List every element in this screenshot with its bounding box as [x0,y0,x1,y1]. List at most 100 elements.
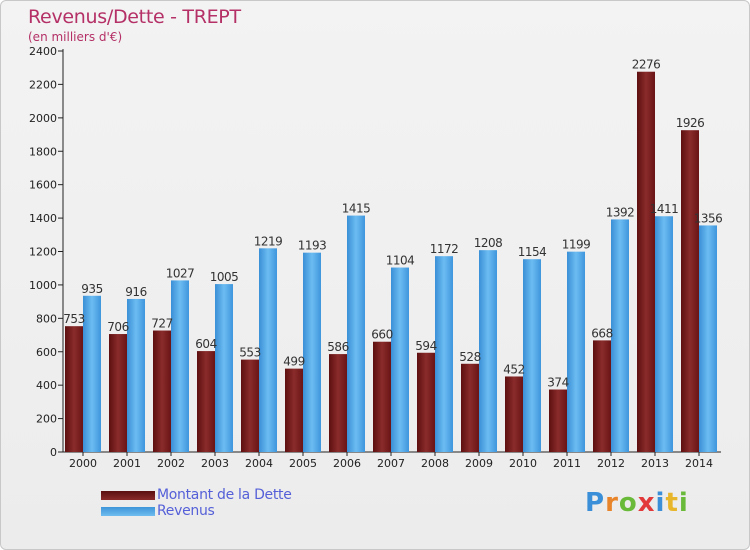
bar-debt [285,368,303,452]
bar-revenue [215,284,233,452]
x-tick-label: 2006 [333,457,361,470]
data-label-debt: 1926 [676,116,705,130]
x-tick-label: 2012 [597,457,625,470]
y-tick-label: 800 [36,312,57,325]
data-label-revenue: 1199 [562,238,591,252]
legend-swatch-debt [101,490,155,500]
x-tick-label: 2011 [553,457,581,470]
data-label-debt: 586 [327,340,348,354]
x-tick-label: 2013 [641,457,669,470]
logo-letter: t [665,488,679,518]
y-tick-label: 0 [50,446,57,459]
y-tick-label: 2400 [29,45,57,58]
data-label-revenue: 935 [81,282,102,296]
data-label-debt: 604 [195,337,216,351]
bar-debt [417,352,435,452]
legend-item-revenue: Revenus [101,503,292,519]
bar-revenue [435,256,453,452]
bar-debt [329,354,347,452]
logo-letter: P [585,488,606,518]
bar-revenue [523,259,541,452]
bar-debt [153,330,171,452]
proxiti-logo: Proxiti [585,488,689,518]
data-label-debt: 553 [239,346,260,360]
chart-subtitle: (en milliers d'€) [28,30,123,44]
bar-revenue [611,219,629,452]
data-label-debt: 452 [503,362,524,376]
y-tick-label: 200 [36,413,57,426]
data-label-debt: 2276 [632,58,661,72]
bar-debt [461,363,479,452]
bar-debt [637,71,655,453]
x-tick-label: 2003 [201,457,229,470]
bar-debt [373,341,391,452]
data-label-debt: 374 [547,376,568,390]
data-label-debt: 753 [63,312,84,326]
bar-debt [197,351,215,452]
data-label-revenue: 1193 [298,239,327,253]
x-tick-label: 2014 [685,457,713,470]
data-label-revenue: 1411 [650,202,679,216]
logo-letter: i [655,488,666,518]
y-tick-label: 1000 [29,279,57,292]
bar-revenue [127,298,145,452]
legend-label-revenue: Revenus [157,503,215,519]
bar-revenue [699,225,717,452]
bar-revenue [479,250,497,452]
x-tick-label: 2008 [421,457,449,470]
y-tick-label: 1800 [29,145,57,158]
legend-item-debt: Montant de la Dette [101,487,292,503]
bar-debt [681,130,699,452]
legend: Montant de la Dette Revenus [101,487,292,519]
logo-letter: r [605,488,619,518]
bar-revenue [83,295,101,452]
logo-letter: i [678,488,689,518]
x-tick-label: 2002 [157,457,185,470]
y-tick-label: 400 [36,379,57,392]
x-tick-label: 2005 [289,457,317,470]
bar-debt [109,334,127,452]
legend-label-debt: Montant de la Dette [157,487,292,503]
data-label-debt: 727 [151,317,172,331]
bar-debt [505,376,523,452]
data-label-revenue: 1415 [342,202,371,216]
data-label-revenue: 1208 [474,236,503,250]
data-label-revenue: 1356 [694,211,723,225]
data-label-revenue: 1104 [386,254,415,268]
data-label-debt: 594 [415,339,436,353]
logo-letter: x [637,488,656,518]
data-label-revenue: 1219 [254,234,283,248]
y-tick-label: 1200 [29,246,57,259]
y-tick-label: 2000 [29,112,57,125]
data-label-revenue: 1005 [210,270,239,284]
bar-revenue [259,248,277,452]
bar-revenue [391,267,409,452]
x-tick-label: 2001 [113,457,141,470]
data-label-revenue: 1392 [606,205,635,219]
bar-revenue [171,280,189,452]
data-label-revenue: 1027 [166,266,195,280]
y-tick-label: 2200 [29,78,57,91]
data-label-debt: 706 [107,320,128,334]
bar-debt [593,340,611,452]
data-label-revenue: 1154 [518,245,547,259]
bar-revenue [655,216,673,452]
bar-debt [549,389,567,452]
data-label-debt: 499 [283,355,304,369]
legend-swatch-revenue [101,506,155,516]
data-label-revenue: 1172 [430,242,459,256]
data-label-debt: 668 [591,326,612,340]
data-label-debt: 660 [371,328,392,342]
logo-letter: o [618,488,638,518]
data-label-debt: 528 [459,350,480,364]
y-tick-label: 600 [36,346,57,359]
bar-debt [241,359,259,452]
x-tick-label: 2000 [69,457,97,470]
y-tick-label: 1600 [29,179,57,192]
bar-revenue [567,251,585,452]
x-tick-label: 2009 [465,457,493,470]
chart-title: Revenus/Dette - TREPT [28,6,241,28]
x-tick-label: 2010 [509,457,537,470]
